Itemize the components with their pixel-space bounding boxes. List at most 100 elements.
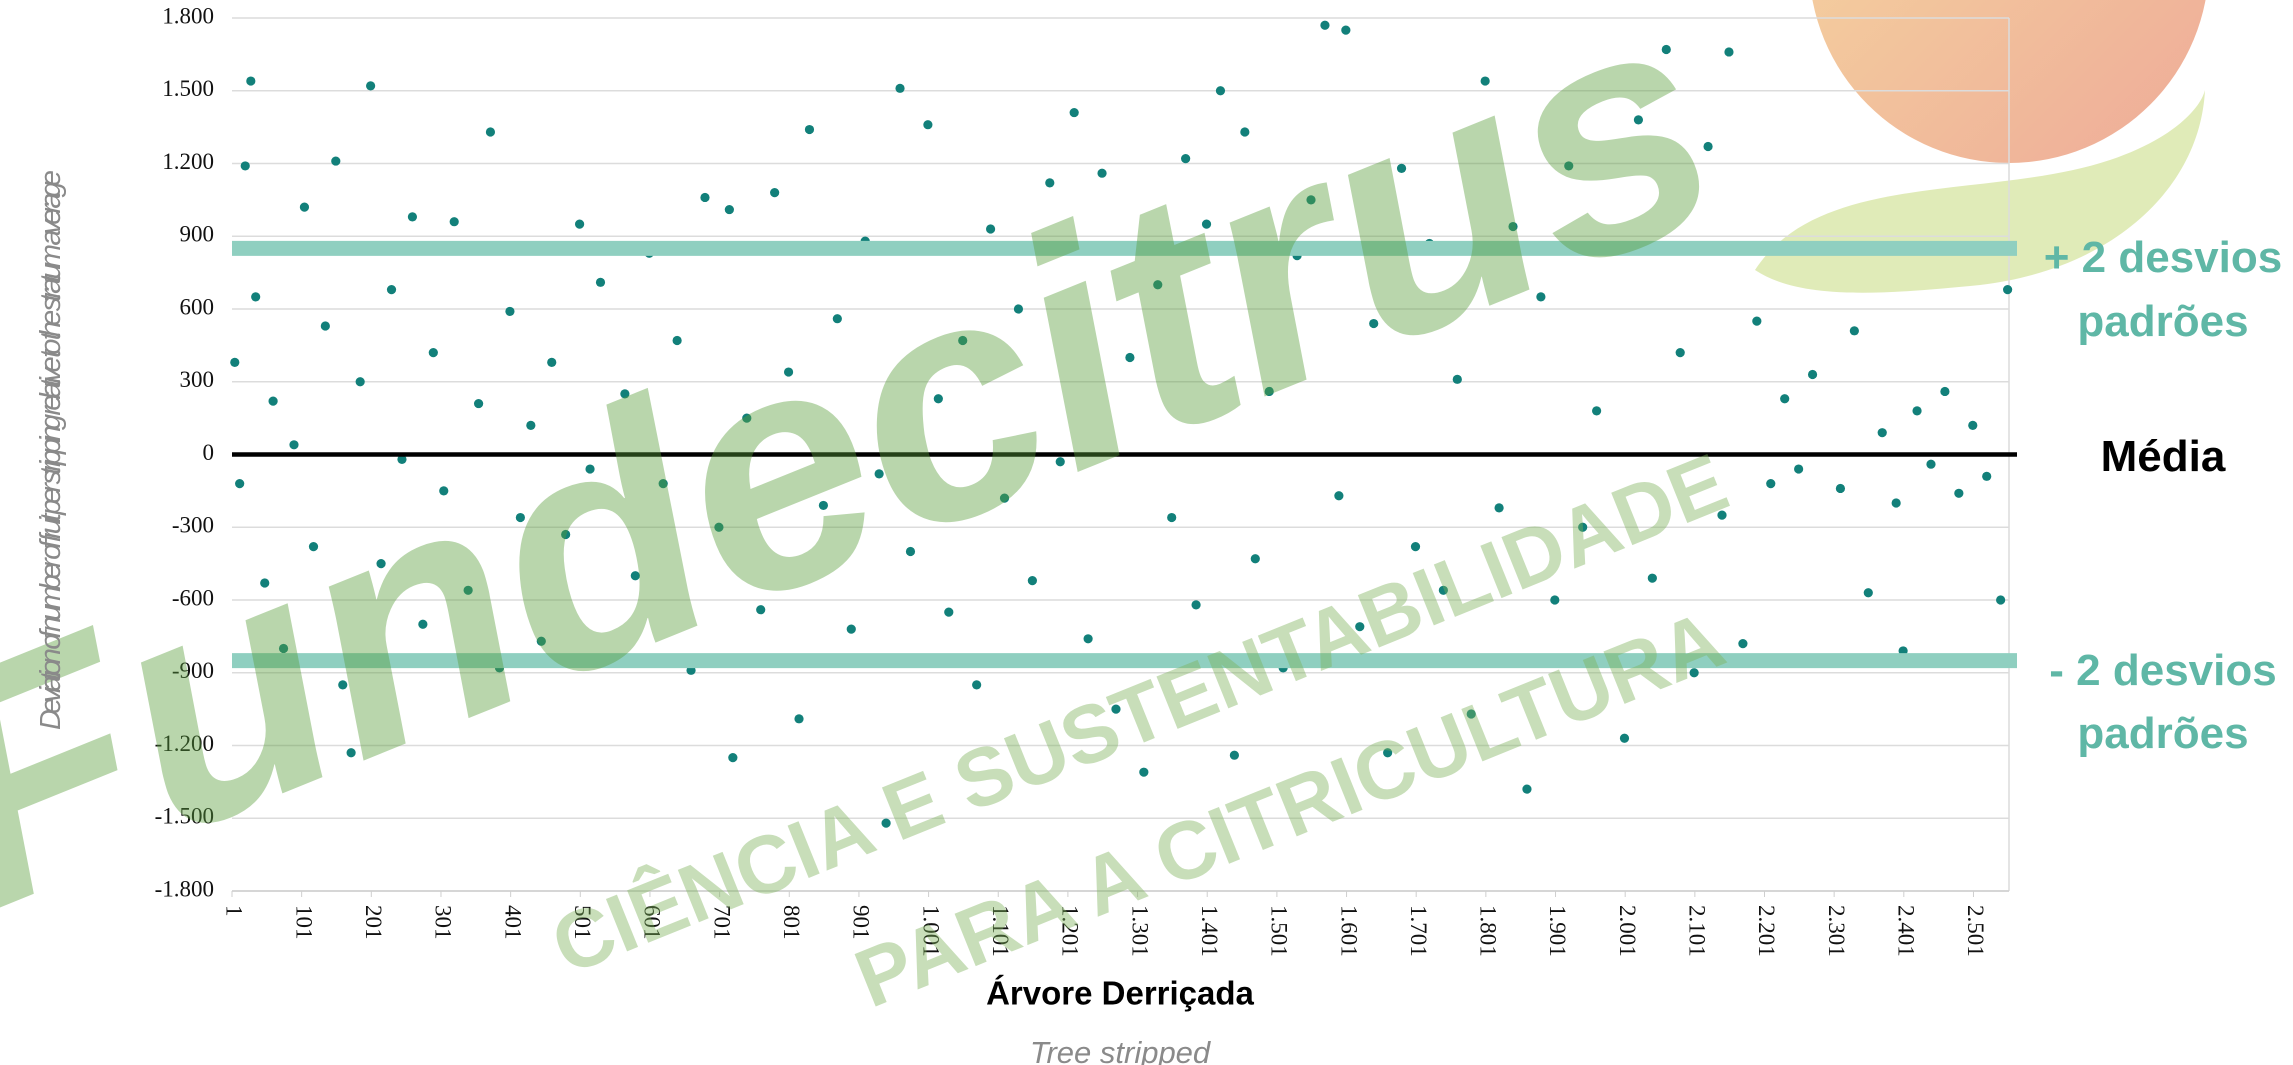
y-tick-label: 1.500: [162, 76, 214, 101]
x-tick-label: 1.501: [1267, 905, 1292, 957]
x-tick-label: 201: [361, 905, 386, 940]
data-point: [289, 440, 299, 450]
data-point: [428, 348, 438, 358]
data-point: [1097, 168, 1107, 178]
data-point: [881, 818, 891, 828]
data-point: [1438, 585, 1448, 595]
data-point: [1619, 733, 1630, 743]
data-point: [1111, 704, 1121, 714]
data-point: [1355, 622, 1365, 632]
data-point: [818, 500, 829, 511]
data-point: [1383, 748, 1393, 758]
data-point: [1912, 406, 1922, 416]
data-point: [1849, 326, 1859, 336]
data-point: [724, 204, 734, 215]
data-point: [1013, 304, 1024, 314]
data-point: [1954, 488, 1964, 498]
data-point: [260, 578, 270, 588]
reference-label: - 2 desvios padrões: [2049, 645, 2277, 759]
y-tick-label: 300: [180, 367, 215, 392]
data-point: [2003, 285, 2013, 295]
data-point: [1069, 107, 1079, 118]
x-tick-label: 1.701: [1406, 905, 1431, 957]
data-point: [1578, 522, 1588, 532]
data-point: [1201, 219, 1212, 229]
data-point: [895, 83, 905, 93]
data-point: [1250, 554, 1260, 564]
x-tick-label: 2.101: [1685, 905, 1710, 957]
data-point: [1661, 44, 1671, 55]
data-point: [728, 753, 738, 763]
x-tick-label: 1.801: [1476, 905, 1501, 957]
data-point: [1027, 576, 1037, 586]
data-point: [1891, 498, 1901, 508]
data-point: [346, 748, 356, 758]
data-point: [1466, 709, 1476, 719]
plot-area: 1.800 1.500 1.200 900 600 300 0 -300 -600 -900 -1.…: [155, 3, 2017, 957]
data-point: [1341, 25, 1351, 35]
data-point: [620, 389, 630, 399]
x-tick-label: 2.201: [1754, 905, 1779, 957]
data-point: [1191, 600, 1201, 610]
data-point: [1564, 161, 1574, 171]
reference-label: Média: [2100, 431, 2226, 481]
y-tick-label: 1.800: [162, 3, 214, 28]
x-tick-label: 1.001: [918, 905, 943, 957]
data-point: [985, 224, 996, 234]
data-point: [1689, 668, 1699, 678]
y-tick-label: 900: [180, 222, 215, 247]
x-tick-label: 2.501: [1963, 905, 1988, 957]
data-point: [783, 367, 794, 377]
data-point: [1045, 178, 1055, 188]
data-point: [630, 571, 640, 581]
data-point: [1794, 464, 1804, 474]
y-tick-label: -1.800: [155, 876, 214, 901]
x-tick-label: 901: [849, 905, 874, 940]
data-point: [1306, 195, 1316, 205]
data-point: [770, 188, 780, 198]
x-tick-label: 1.401: [1197, 905, 1222, 957]
data-point: [1508, 221, 1518, 232]
data-point: [1780, 394, 1790, 404]
data-point: [1550, 595, 1560, 605]
data-point: [1153, 280, 1163, 290]
data-point: [449, 217, 459, 227]
data-point: [299, 202, 310, 212]
data-point: [905, 546, 916, 557]
data-point: [246, 76, 256, 86]
data-point: [278, 643, 289, 654]
data-point: [407, 212, 418, 222]
x-tick-label: 1.101: [988, 905, 1013, 957]
data-point: [1982, 471, 1992, 481]
data-point: [536, 636, 546, 646]
data-point: [1926, 459, 1936, 469]
x-tick-label: 501: [570, 905, 595, 940]
data-point: [485, 127, 496, 137]
data-point: [331, 156, 341, 166]
data-point: [561, 529, 571, 540]
data-point: [1494, 503, 1504, 513]
data-point: [804, 124, 815, 135]
data-point: [1703, 141, 1713, 152]
data-point: [1369, 318, 1379, 329]
data-point: [1480, 76, 1490, 86]
x-tick-label: 101: [291, 905, 316, 940]
data-point: [1215, 86, 1226, 96]
y-tick-label: -1.200: [155, 731, 214, 756]
x-tick-label: 1.201: [1058, 905, 1083, 957]
data-point: [439, 486, 449, 496]
y-tick-label: -600: [172, 585, 214, 610]
y-tick-label: 600: [180, 294, 215, 319]
data-point: [1229, 750, 1239, 760]
data-point: [1334, 491, 1344, 501]
data-point: [1320, 20, 1330, 30]
data-point: [1863, 588, 1873, 598]
data-point: [999, 493, 1010, 503]
x-tick-label: 2.001: [1615, 905, 1640, 957]
data-point: [874, 469, 884, 479]
data-point: [1181, 154, 1191, 164]
data-point: [1410, 542, 1421, 552]
y-tick-label: 0: [203, 440, 215, 465]
